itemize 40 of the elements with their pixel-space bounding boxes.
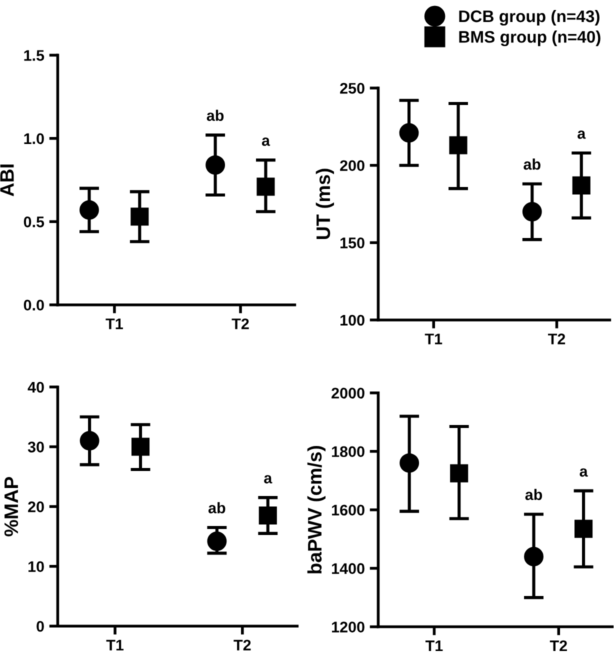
x-tick-label: T2 [234,640,251,650]
annotation: a [580,468,588,477]
x-tick-label: T2 [232,318,249,330]
y-tick-label: 1200 [332,622,364,632]
y-tick-label: 1800 [332,446,364,458]
annotation: ab [208,502,226,514]
y-tick-label: 200 [340,160,364,172]
y-tick-label: 20 [28,501,44,512]
y-tick-label: 100 [340,314,364,326]
annotation: a [264,475,272,484]
x-tick-label: T1 [106,640,124,650]
annotation: ab [525,488,542,500]
y-tick-label: 1400 [332,563,364,574]
annotation: a [262,138,270,146]
y-tick-label: 1.5 [24,50,44,61]
annotation: ab [206,110,224,121]
y-axis-title: %MAP [4,476,18,536]
y-tick-label: 40 [28,382,44,393]
y-tick-label: 0 [36,620,44,632]
y-tick-label: 1600 [332,504,364,516]
y-tick-label: 2000 [332,388,364,399]
y-tick-label: 30 [28,442,44,452]
y-tick-label: 150 [340,238,364,248]
x-tick-label: T2 [548,334,566,344]
y-tick-label: 10 [28,561,44,572]
annotation: a [578,130,586,139]
annotation: ab [524,158,540,170]
y-tick-label: 250 [340,82,364,94]
y-tick-label: 0.5 [24,216,44,228]
x-tick-label: T1 [424,334,442,344]
y-tick-label: 0.0 [24,300,44,311]
x-tick-label: T1 [425,640,443,652]
y-axis-title: ABI [0,164,14,196]
y-axis-title: baPWV (cm/s) [307,446,326,574]
legend-label: DCB group (n=43) [459,10,600,26]
legend-label: BMS group (n=40) [459,30,600,46]
y-axis-title: UT (ms) [316,168,334,240]
y-tick-label: 1.0 [24,133,44,144]
x-tick-label: T2 [550,640,567,652]
x-tick-label: T1 [106,318,123,330]
